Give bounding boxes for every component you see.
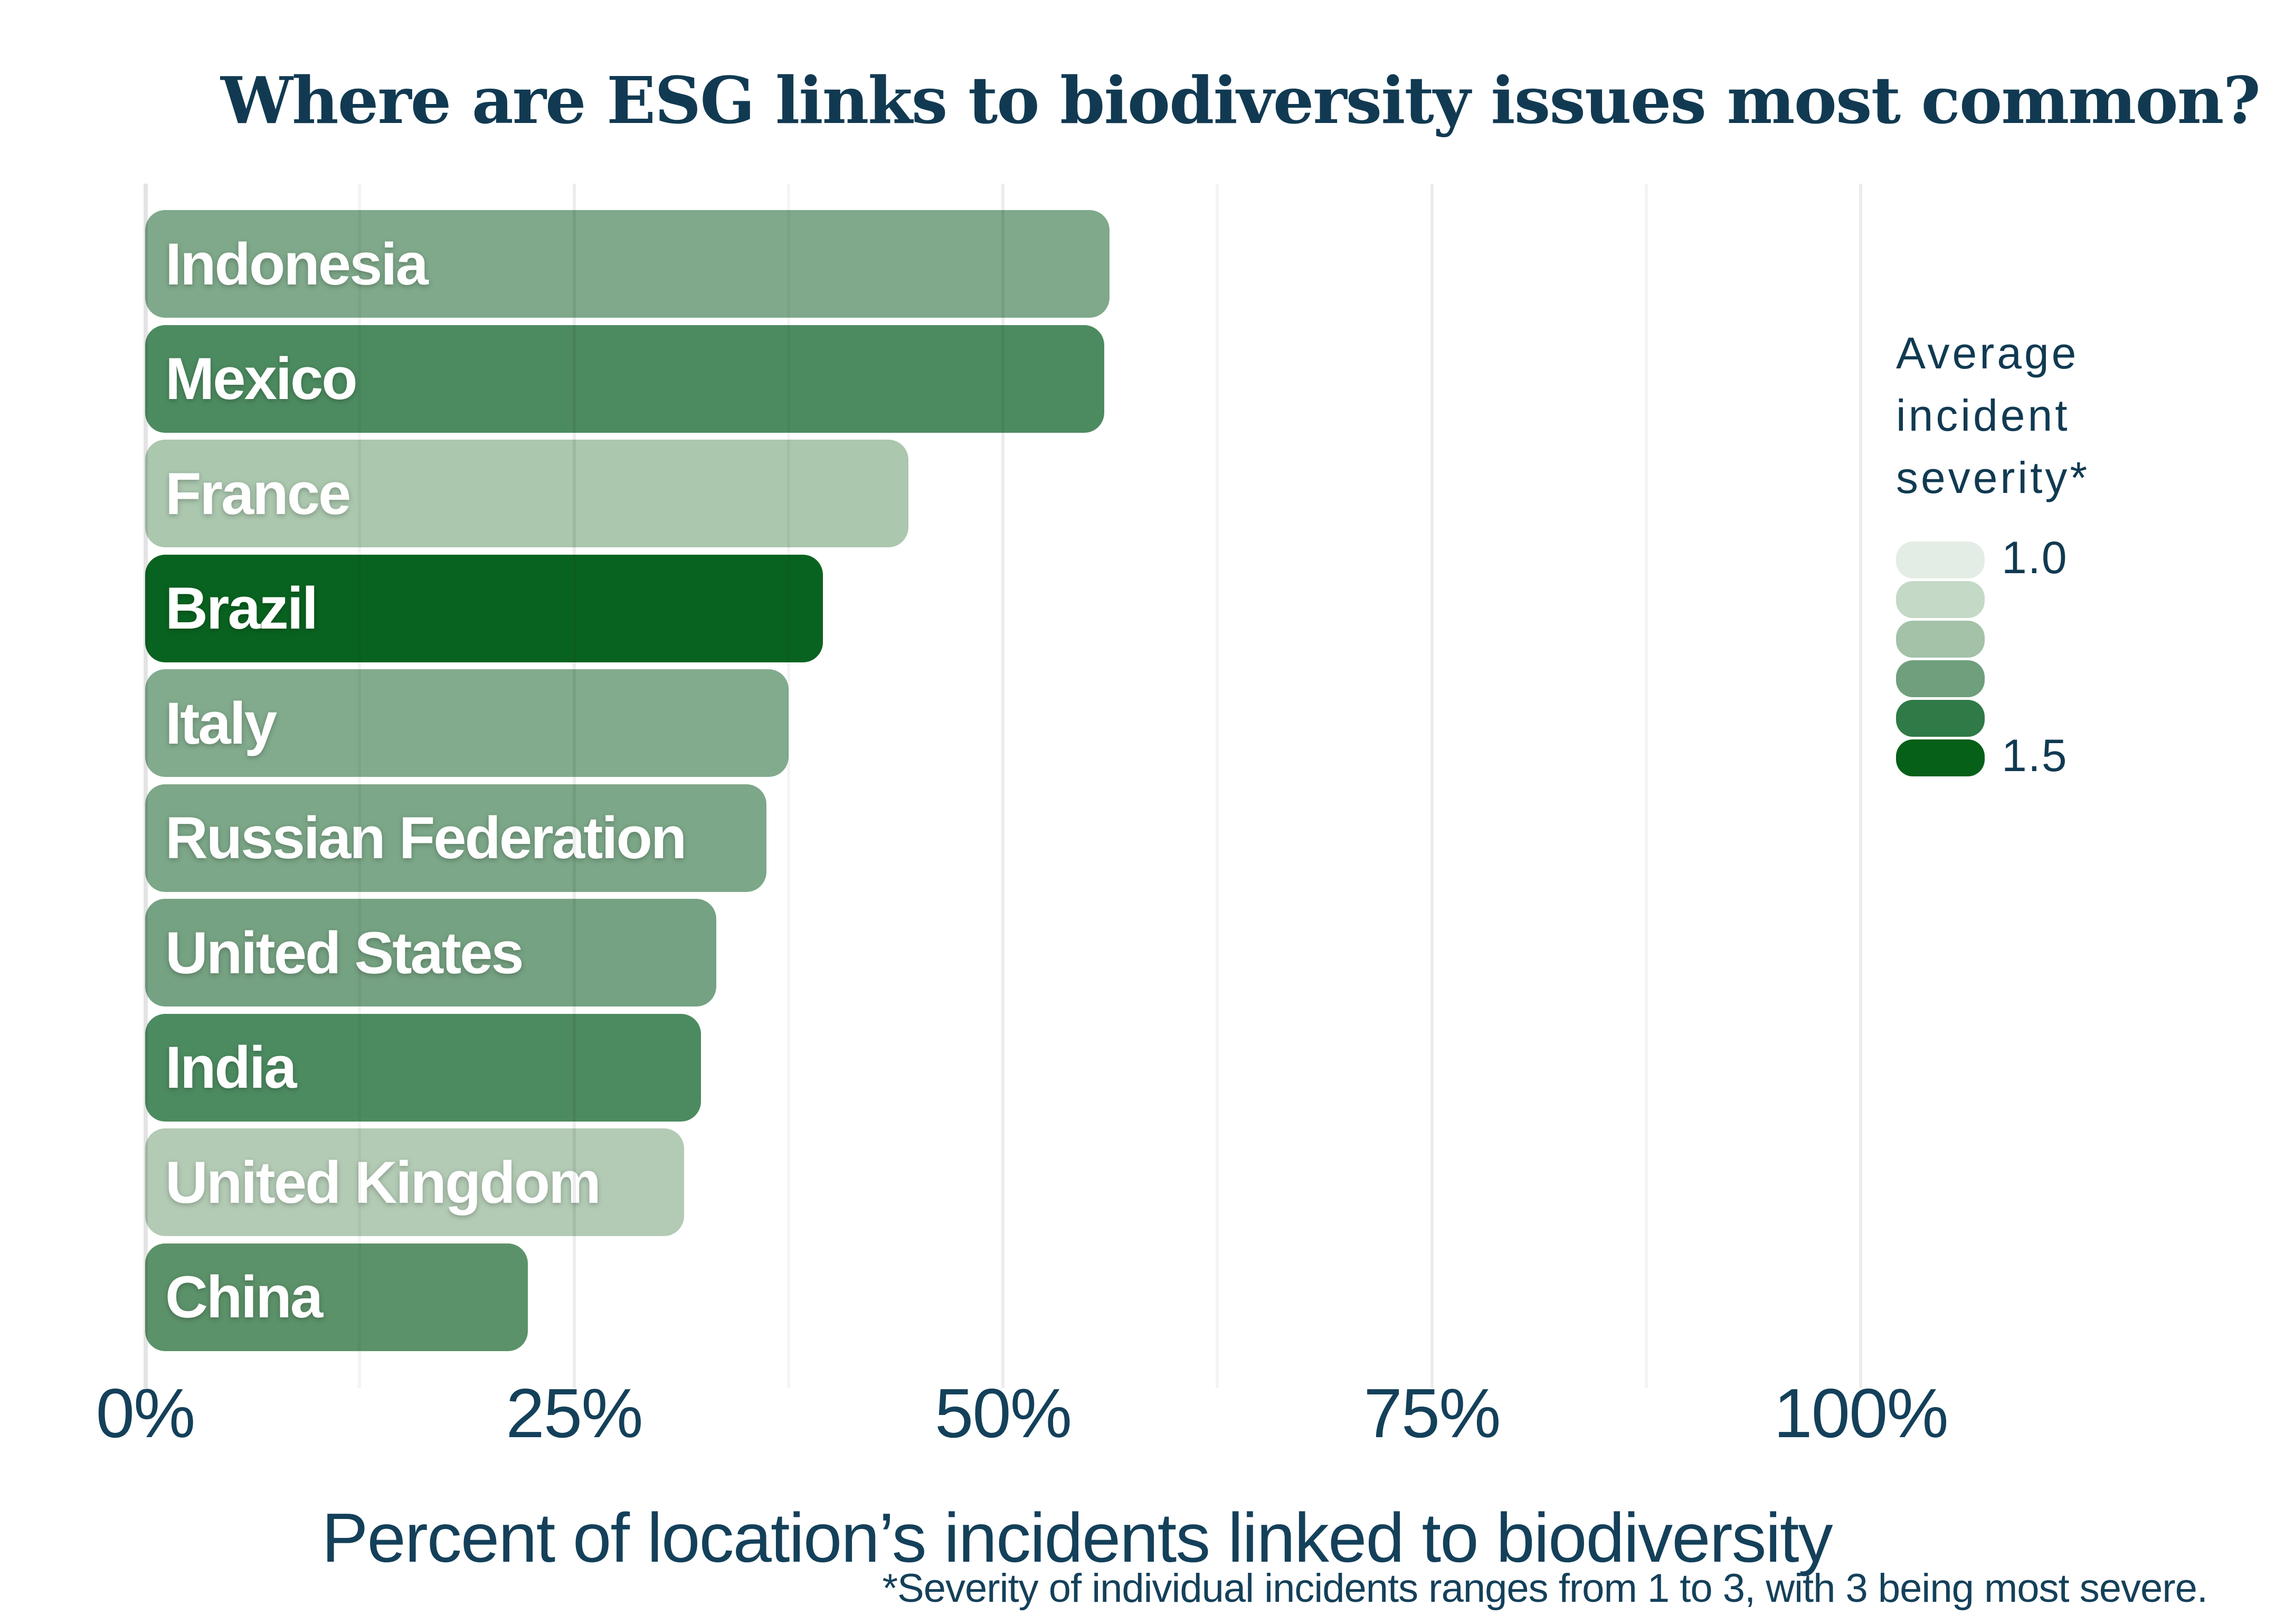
legend-swatch-1 bbox=[1896, 542, 1985, 578]
legend-max-label: 1.5 bbox=[2002, 730, 2068, 781]
bar-italy: Italy bbox=[145, 669, 789, 777]
bar-row: India bbox=[145, 1013, 701, 1122]
bar-row: United States bbox=[145, 899, 717, 1006]
bar-united-states: United States bbox=[145, 899, 717, 1006]
x-tick-label: 0% bbox=[96, 1374, 196, 1452]
legend-swatch-5 bbox=[1896, 700, 1985, 737]
bar-row: Indonesia bbox=[145, 210, 1110, 318]
x-axis-title: Percent of location’s incidents linked t… bbox=[321, 1499, 1833, 1576]
bar-label: Russian Federation bbox=[165, 805, 687, 871]
bar-label: Mexico bbox=[165, 346, 358, 412]
bar-united-kingdom: United Kingdom bbox=[145, 1128, 684, 1236]
gridline-major bbox=[1430, 184, 1434, 1388]
x-tick-label: 75% bbox=[1363, 1374, 1501, 1452]
bar-row: China bbox=[145, 1243, 528, 1351]
x-tick-label: 50% bbox=[934, 1374, 1072, 1452]
legend-title: Average incident severity* bbox=[1896, 328, 2090, 502]
severity-footnote: *Severity of individual incidents ranges… bbox=[882, 1566, 2208, 1611]
bar-row: Italy bbox=[145, 669, 789, 777]
gridline-major bbox=[1001, 184, 1004, 1388]
x-tick-label: 25% bbox=[506, 1374, 643, 1452]
legend-swatch-4 bbox=[1896, 660, 1985, 697]
gridline-minor bbox=[1216, 184, 1219, 1388]
bar-india: India bbox=[145, 1013, 701, 1122]
legend-swatch-6 bbox=[1896, 739, 1985, 776]
bar-row: France bbox=[145, 440, 909, 547]
gridline-major bbox=[1859, 184, 1862, 1388]
bar-france: France bbox=[145, 440, 909, 547]
bar-label: United States bbox=[165, 919, 524, 986]
bar-row: Mexico bbox=[145, 325, 1104, 433]
bar-label: India bbox=[165, 1034, 297, 1100]
gridline-minor bbox=[1644, 184, 1648, 1388]
legend-min-label: 1.0 bbox=[2002, 533, 2068, 583]
bar-brazil: Brazil bbox=[145, 554, 823, 662]
legend-swatch-2 bbox=[1896, 581, 1985, 618]
x-tick-label: 100% bbox=[1774, 1374, 1949, 1452]
bar-row: Russian Federation bbox=[145, 784, 766, 892]
bar-russian-federation: Russian Federation bbox=[145, 784, 766, 892]
gridline-minor bbox=[358, 184, 362, 1388]
bar-label: United Kingdom bbox=[165, 1149, 601, 1215]
bar-mexico: Mexico bbox=[145, 325, 1104, 433]
legend-swatch-3 bbox=[1896, 621, 1985, 658]
bar-row: United Kingdom bbox=[145, 1128, 684, 1236]
bar-label: Italy bbox=[165, 690, 277, 756]
bar-label: China bbox=[165, 1264, 323, 1330]
legend-color-scale bbox=[1896, 542, 1985, 779]
legend: Average incident severity* 1.0 1.5 bbox=[1896, 322, 2265, 781]
bar-label: Brazil bbox=[165, 575, 318, 641]
gridline-major bbox=[572, 184, 576, 1388]
bar-row: Brazil bbox=[145, 554, 823, 662]
bar-label: France bbox=[165, 460, 351, 527]
gridline-minor bbox=[786, 184, 790, 1388]
y-axis-line bbox=[144, 184, 148, 1388]
bar-label: Indonesia bbox=[165, 231, 429, 297]
bar-china: China bbox=[145, 1243, 528, 1351]
bar-indonesia: Indonesia bbox=[145, 210, 1110, 318]
chart-title: Where are ESG links to biodiversity issu… bbox=[221, 62, 2261, 138]
